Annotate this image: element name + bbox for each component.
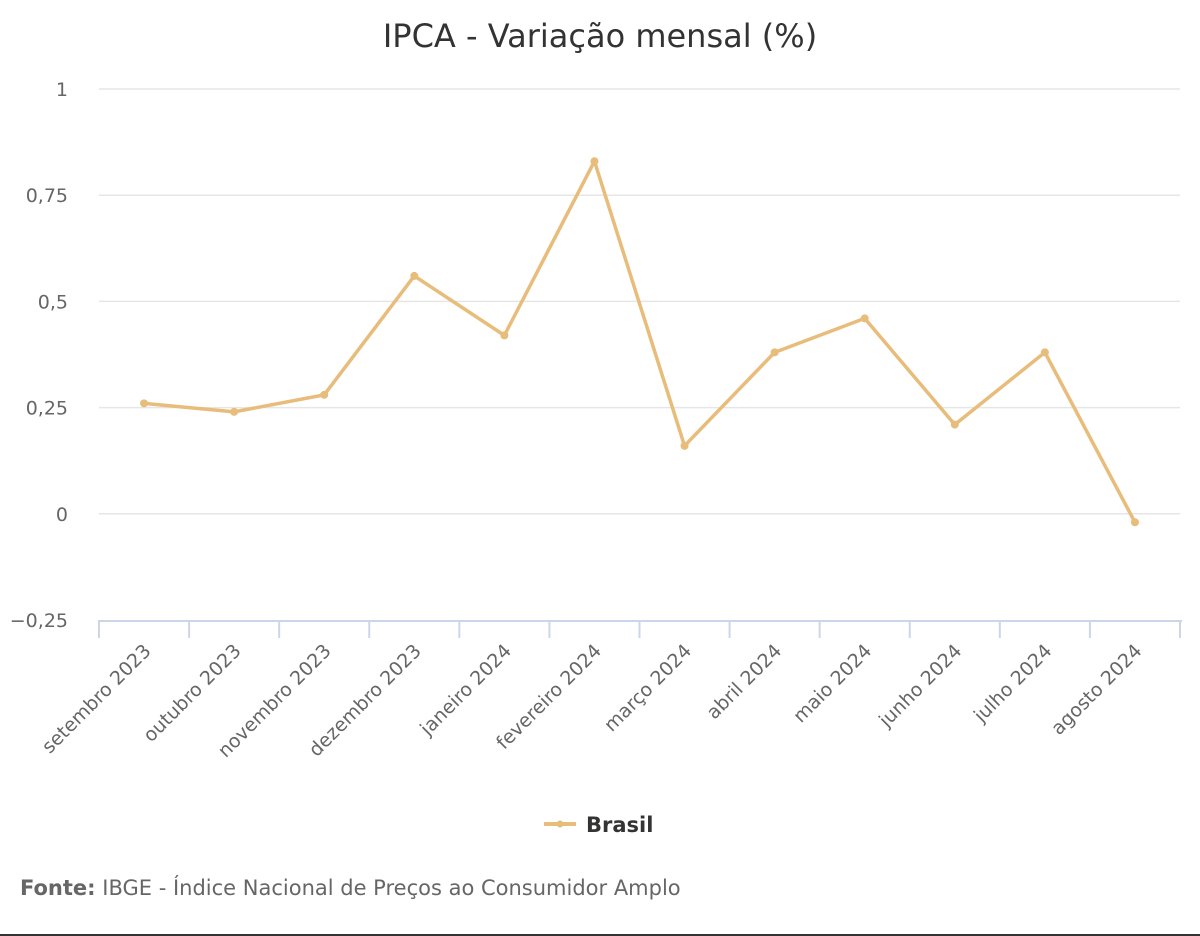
x-tick-label: março 2024 — [600, 640, 696, 736]
data-point[interactable] — [320, 390, 329, 399]
data-point[interactable] — [1040, 348, 1049, 357]
y-tick-label: 0 — [56, 504, 68, 526]
y-tick-label: 1 — [56, 79, 68, 101]
y-tick-label: 0,5 — [38, 291, 68, 313]
data-point[interactable] — [500, 331, 509, 340]
line-chart: IPCA - Variação mensal (%) 1 0,75 0,5 0,25 0… — [10, 17, 1182, 837]
x-tick-label: maio 2024 — [789, 640, 876, 727]
data-point[interactable] — [680, 441, 689, 450]
data-point[interactable] — [950, 420, 959, 429]
x-tick-label: junho 2024 — [874, 640, 966, 732]
legend-marker-symbol — [556, 820, 564, 828]
legend-item-brasil[interactable]: Brasil — [544, 813, 653, 837]
x-tick-label: agosto 2024 — [1047, 640, 1146, 739]
x-tick-label: abril 2024 — [702, 640, 786, 724]
x-tick-label: julho 2024 — [969, 640, 1056, 727]
series-line-brasil — [143, 159, 1137, 524]
source-note: Fonte: IBGE - Índice Nacional de Preços … — [20, 876, 681, 900]
bottom-border — [0, 934, 1200, 936]
y-tick-label: 0,75 — [26, 185, 68, 207]
y-tick-label: 0,25 — [26, 398, 68, 420]
legend-label: Brasil — [586, 813, 653, 837]
source-label: Fonte: — [20, 876, 96, 900]
source-text: IBGE - Índice Nacional de Preços ao Cons… — [102, 876, 681, 900]
data-point[interactable] — [410, 271, 419, 280]
y-tick-label: −0,25 — [10, 610, 68, 632]
data-point[interactable] — [860, 314, 869, 323]
x-tick-label: setembro 2023 — [38, 640, 156, 758]
chart-title: IPCA - Variação mensal (%) — [383, 17, 817, 55]
data-point[interactable] — [770, 348, 779, 357]
x-tick-label: janeiro 2024 — [415, 640, 516, 741]
data-point[interactable] — [140, 399, 149, 408]
data-point[interactable] — [230, 407, 239, 416]
data-point[interactable] — [590, 157, 599, 166]
data-point[interactable] — [1130, 518, 1139, 527]
